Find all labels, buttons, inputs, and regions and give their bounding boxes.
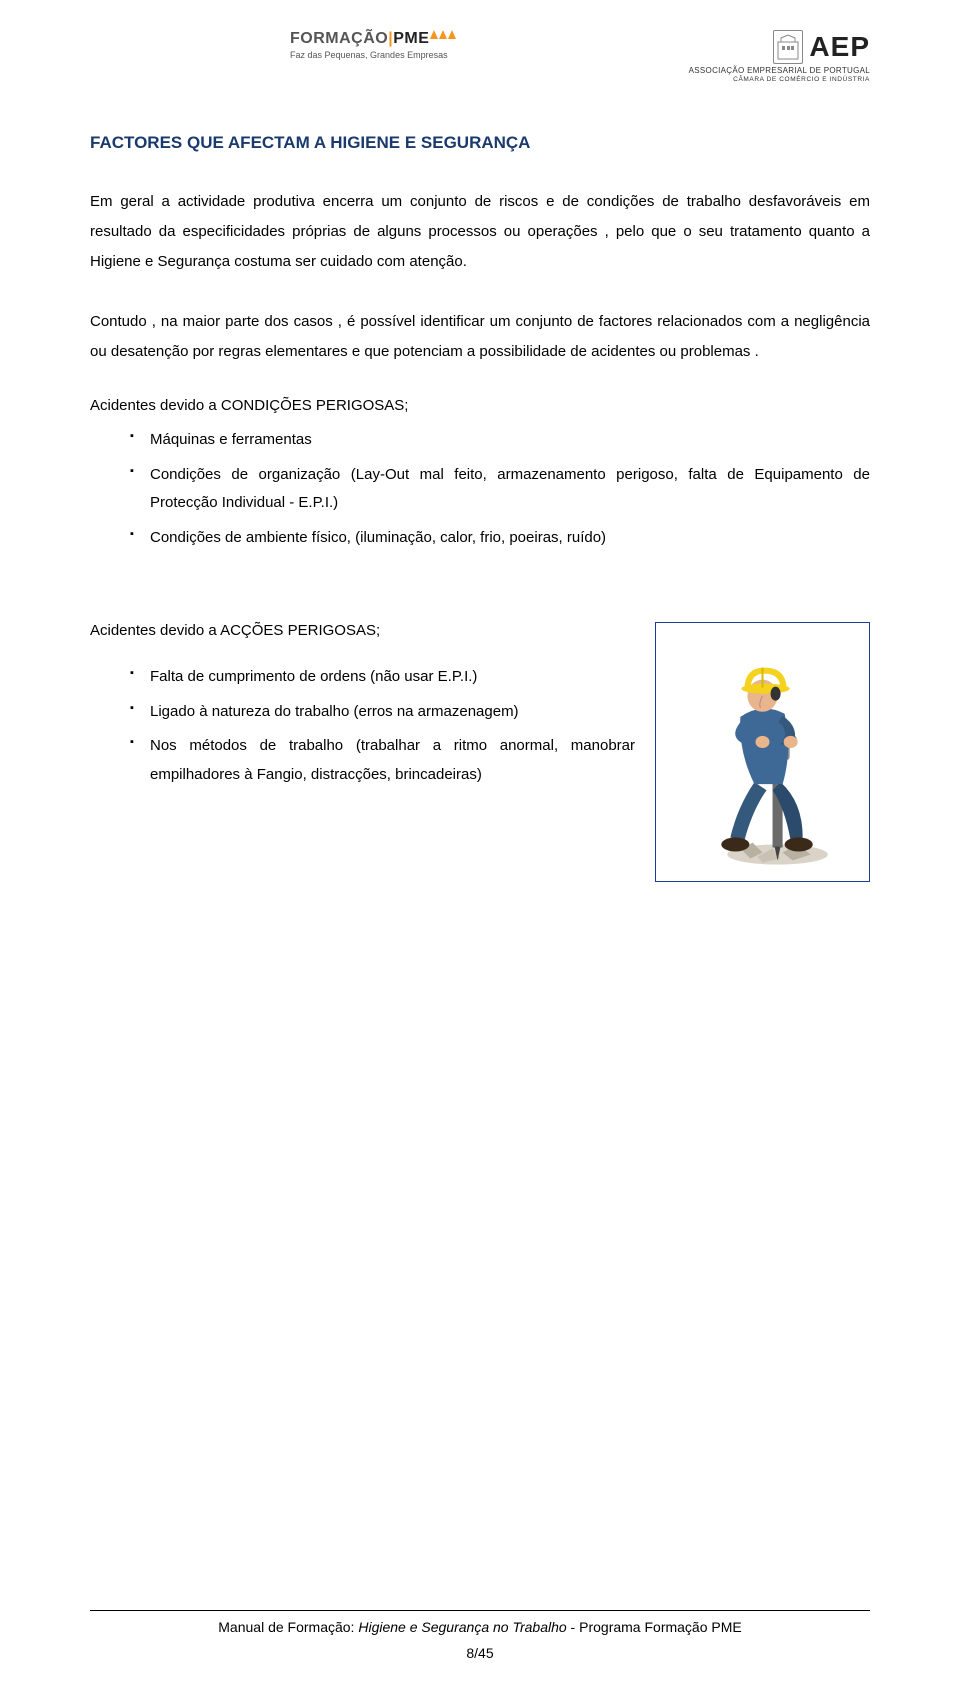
aep-subtitle-1: ASSOCIAÇÃO EMPRESARIAL DE PORTUGAL bbox=[689, 66, 870, 75]
footer-text: Manual de Formação: Higiene e Segurança … bbox=[90, 1619, 870, 1635]
logo-pme-wordmark: FORMAÇÃO|PME bbox=[290, 30, 456, 48]
page-footer: Manual de Formação: Higiene e Segurança … bbox=[90, 1610, 870, 1661]
logo-word-formacao: FORMAÇÃO bbox=[290, 30, 388, 47]
page-header: FORMAÇÃO|PME Faz das Pequenas, Grandes E… bbox=[90, 30, 870, 83]
actions-heading: Acidentes devido a ACÇÕES PERIGOSAS; bbox=[90, 622, 635, 639]
list-item: Condições de organização (Lay-Out mal fe… bbox=[130, 461, 870, 518]
actions-list: Falta de cumprimento de ordens (não usar… bbox=[90, 663, 635, 789]
paragraph-2: Contudo , na maior parte dos casos , é p… bbox=[90, 307, 870, 367]
logo-pme-tagline: Faz das Pequenas, Grandes Empresas bbox=[290, 50, 456, 60]
list-item: Nos métodos de trabalho (trabalhar a rit… bbox=[130, 732, 635, 789]
list-item: Falta de cumprimento de ordens (não usar… bbox=[130, 663, 635, 692]
footer-program: Programa Formação PME bbox=[579, 1619, 742, 1635]
aep-subtitle-2: CÂMARA DE COMÉRCIO E INDÚSTRIA bbox=[689, 76, 870, 83]
logo-formacao-pme: FORMAÇÃO|PME Faz das Pequenas, Grandes E… bbox=[290, 30, 456, 60]
footer-rule bbox=[90, 1610, 870, 1611]
footprint-icon bbox=[430, 30, 438, 39]
logo-aep: AEP ASSOCIAÇÃO EMPRESARIAL DE PORTUGAL C… bbox=[689, 30, 870, 83]
list-item: Máquinas e ferramentas bbox=[130, 426, 870, 455]
conditions-list: Máquinas e ferramentas Condições de orga… bbox=[90, 426, 870, 552]
aep-crest-icon bbox=[773, 30, 803, 64]
page-number: 8/45 bbox=[90, 1645, 870, 1661]
footer-sep: - bbox=[567, 1619, 579, 1635]
section-title: FACTORES QUE AFECTAM A HIGIENE E SEGURAN… bbox=[90, 133, 870, 153]
footer-doc-title: Higiene e Segurança no Trabalho bbox=[358, 1619, 566, 1635]
footer-label: Manual de Formação: bbox=[218, 1619, 358, 1635]
conditions-heading: Acidentes devido a CONDIÇÕES PERIGOSAS; bbox=[90, 397, 870, 414]
footprint-icon bbox=[448, 30, 456, 39]
footprint-icon bbox=[439, 30, 447, 39]
list-item: Condições de ambiente físico, (iluminaçã… bbox=[130, 524, 870, 553]
list-item: Ligado à natureza do trabalho (erros na … bbox=[130, 698, 635, 727]
paragraph-1: Em geral a actividade produtiva encerra … bbox=[90, 187, 870, 277]
logo-word-pme: PME bbox=[393, 30, 429, 47]
worker-jackhammer-illustration bbox=[655, 622, 870, 882]
aep-acronym: AEP bbox=[809, 31, 870, 63]
